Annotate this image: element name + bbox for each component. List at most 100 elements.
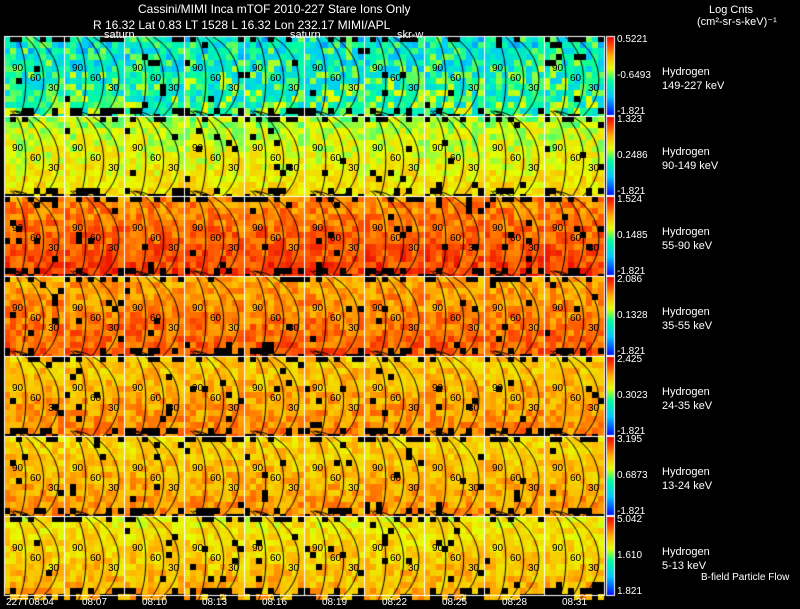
contour-label: 90	[132, 383, 144, 394]
contour-label: 30	[408, 243, 420, 254]
contour-label: 30	[48, 483, 60, 494]
contour-label: 90	[192, 383, 204, 394]
contour-label: 60	[390, 553, 402, 564]
contour-label: 60	[210, 233, 222, 244]
contour-label: 90	[432, 383, 444, 394]
contour-label: 60	[150, 233, 162, 244]
contour-label: 30	[348, 403, 360, 414]
contour-label: 90	[192, 63, 204, 74]
contour-label: 60	[270, 393, 282, 404]
contour-label: 90	[72, 543, 84, 554]
overlay-label-saturn-2: saturn	[290, 29, 321, 41]
contour-label: 60	[90, 473, 102, 484]
contour-label: 60	[510, 73, 522, 84]
contour-label: 30	[288, 243, 300, 254]
contour-label: 60	[330, 313, 342, 324]
contour-label: 30	[48, 163, 60, 174]
contour-label: 90	[312, 383, 324, 394]
contour-label: 30	[528, 403, 540, 414]
colorbar-mid-label: 0.1328	[617, 310, 648, 321]
colorbar-max-label: 3.195	[617, 434, 643, 445]
colorbar-min-label: -1.821	[617, 506, 646, 517]
panel-energy-label: 5-13 keV	[662, 560, 707, 572]
contour-label: 30	[348, 83, 360, 94]
contour-label: 30	[168, 83, 180, 94]
colorbar-max-label: 2.425	[617, 354, 643, 365]
bfield-legend: B-field Particle Flow	[701, 572, 790, 583]
contour-label: 30	[468, 483, 480, 494]
contour-label: 60	[90, 313, 102, 324]
contour-label: 30	[468, 403, 480, 414]
contour-label: 90	[372, 223, 384, 234]
contour-label: 90	[552, 463, 564, 474]
contour-label: 60	[270, 153, 282, 164]
contour-label: 90	[312, 63, 324, 74]
colorbar-mid-label: 0.2486	[617, 150, 648, 161]
contour-label: 30	[168, 563, 180, 574]
contour-label: 30	[468, 323, 480, 334]
contour-label: 60	[570, 313, 582, 324]
contour-label: 90	[192, 543, 204, 554]
contour-label: 90	[12, 63, 24, 74]
contour-label: 90	[312, 143, 324, 154]
contour-label: 60	[30, 153, 42, 164]
panel-species-label: Hydrogen	[662, 546, 710, 558]
contour-label: 60	[210, 473, 222, 484]
contour-label: 30	[468, 163, 480, 174]
colorbar-max-label: 2.086	[617, 274, 643, 285]
contour-label: 30	[408, 563, 420, 574]
contour-label: 90	[552, 143, 564, 154]
contour-label: 90	[12, 543, 24, 554]
contour-label: 60	[330, 473, 342, 484]
contour-label: 30	[108, 243, 120, 254]
contour-label: 60	[570, 553, 582, 564]
contour-label: 90	[372, 543, 384, 554]
contour-label: 30	[288, 163, 300, 174]
contour-label: 30	[408, 483, 420, 494]
contour-label: 60	[90, 153, 102, 164]
contour-label: 30	[108, 563, 120, 574]
contour-label: 60	[90, 553, 102, 564]
contour-label: 90	[372, 383, 384, 394]
contour-label: 90	[432, 223, 444, 234]
x-tick-label: 08:31	[562, 597, 588, 608]
contour-label: 60	[30, 553, 42, 564]
contour-label: 60	[30, 313, 42, 324]
contour-label: 30	[348, 323, 360, 334]
contour-label: 90	[372, 303, 384, 314]
contour-label: 30	[588, 163, 600, 174]
contour-label: 60	[570, 233, 582, 244]
overlay-label-skr: skr-w	[397, 29, 424, 41]
contour-label: 30	[48, 243, 60, 254]
x-tick-label: 08:22	[382, 597, 408, 608]
contour-label: 90	[252, 463, 264, 474]
colorbar-mid-label: 1.610	[617, 550, 643, 561]
contour-label: 90	[72, 303, 84, 314]
contour-label: 90	[252, 63, 264, 74]
contour-label: 30	[108, 163, 120, 174]
panel-energy-label: 35-55 keV	[662, 320, 713, 332]
units-label: (cm²-sr-s-keV)⁻¹	[697, 16, 777, 28]
contour-label: 60	[390, 313, 402, 324]
contour-label: 30	[588, 83, 600, 94]
contour-label: 30	[288, 483, 300, 494]
contour-label: 60	[510, 553, 522, 564]
contour-label: 30	[408, 403, 420, 414]
contour-label: 30	[108, 83, 120, 94]
contour-label: 30	[48, 563, 60, 574]
contour-label: 60	[450, 153, 462, 164]
contour-label: 60	[210, 73, 222, 84]
contour-label: 90	[132, 463, 144, 474]
contour-label: 90	[192, 463, 204, 474]
contour-label: 30	[168, 323, 180, 334]
contour-label: 60	[450, 473, 462, 484]
contour-label: 30	[528, 243, 540, 254]
contour-label: 30	[168, 483, 180, 494]
contour-label: 90	[252, 143, 264, 154]
contour-label: 60	[30, 233, 42, 244]
contour-label: 60	[330, 233, 342, 244]
contour-label: 30	[468, 83, 480, 94]
contour-label: 90	[132, 63, 144, 74]
contour-label: 60	[270, 73, 282, 84]
contour-label: 30	[468, 563, 480, 574]
